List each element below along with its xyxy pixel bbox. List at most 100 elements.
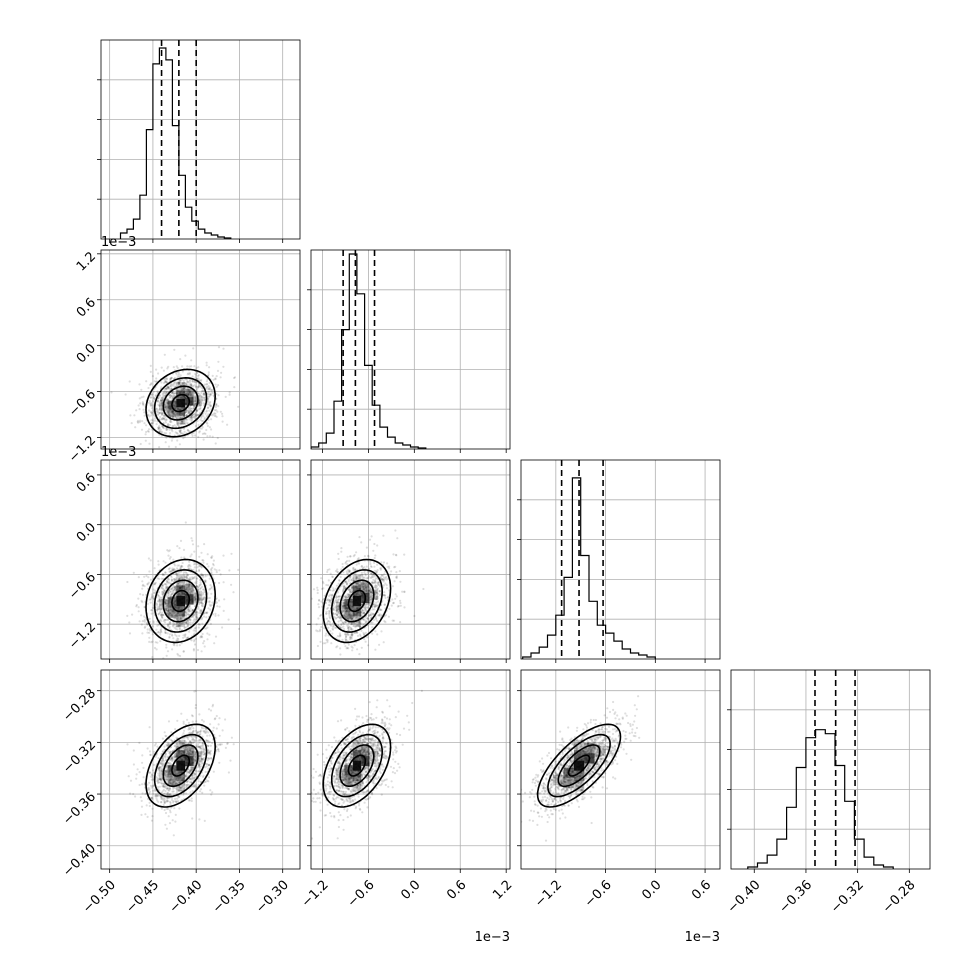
scatter-point — [345, 615, 348, 618]
scatter-point — [208, 600, 211, 603]
scatter-point — [341, 565, 344, 569]
scatter-point — [150, 612, 153, 615]
scatter-point — [222, 365, 225, 368]
scatter-point — [377, 614, 380, 617]
scatter-point — [205, 611, 208, 614]
scatter-point — [174, 586, 177, 589]
scatter-point — [161, 613, 164, 617]
scatter-point — [168, 633, 171, 636]
scatter-point — [139, 442, 142, 446]
scatter-point — [330, 594, 333, 597]
scatter-point — [194, 411, 197, 414]
scatter-point — [199, 587, 202, 590]
scatter-point — [188, 578, 191, 581]
scatter-point — [163, 801, 166, 805]
scatter-point — [148, 771, 151, 774]
scatter-point — [363, 588, 366, 591]
scatter-point — [166, 618, 170, 622]
scatter-point — [379, 608, 382, 611]
scatter-point — [214, 378, 217, 381]
scatter-point — [157, 800, 160, 804]
scatter-point — [371, 613, 374, 616]
scatter-point — [374, 580, 377, 584]
scatter-point — [192, 785, 195, 788]
scatter-point — [217, 750, 220, 753]
scatter-point — [331, 627, 334, 630]
scatter-point — [171, 410, 174, 413]
scatter-point — [172, 637, 175, 640]
scatter-point — [202, 729, 205, 733]
scatter-point — [347, 580, 350, 583]
scatter-point — [349, 613, 352, 616]
scatter-point — [371, 573, 374, 576]
scatter-point — [393, 566, 396, 569]
scatter-point — [380, 574, 383, 578]
scatter-point — [334, 605, 337, 608]
scatter-point — [164, 586, 167, 589]
scatter-point — [204, 579, 207, 582]
scatter-point — [355, 631, 358, 634]
scatter-point — [348, 569, 351, 572]
scatter-point — [164, 608, 167, 612]
scatter-point — [374, 589, 377, 592]
scatter-point — [160, 407, 163, 410]
scatter-point — [176, 366, 179, 370]
scatter-point — [360, 622, 363, 625]
scatter-point — [188, 731, 192, 734]
scatter-point — [345, 596, 348, 599]
scatter-point — [372, 618, 376, 621]
scatter-point — [197, 623, 201, 626]
scatter-point — [165, 608, 168, 612]
scatter-point — [364, 604, 367, 607]
scatter-point — [170, 408, 173, 411]
scatter-point — [187, 388, 190, 391]
scatter-point — [194, 597, 197, 601]
scatter-point — [173, 807, 176, 810]
scatter-point — [180, 432, 183, 435]
scatter-point — [395, 595, 398, 598]
scatter-point — [208, 381, 211, 384]
scatter-point — [155, 608, 158, 611]
scatter-point — [328, 615, 331, 619]
scatter-point — [332, 606, 335, 610]
scatter-point — [200, 573, 203, 577]
scatter-point — [371, 575, 374, 578]
scatter-point — [361, 582, 364, 586]
scatter-point — [143, 620, 146, 623]
scatter-point — [380, 630, 383, 633]
scatter-point — [165, 609, 168, 612]
scatter-point — [327, 603, 330, 607]
scatter-point — [199, 404, 202, 407]
scatter-point — [167, 386, 170, 389]
scatter-point — [189, 749, 192, 752]
scatter-point — [169, 781, 172, 784]
scatter-point — [338, 635, 341, 638]
scatter-point — [201, 396, 204, 399]
scatter-point — [173, 617, 176, 620]
scatter-point — [171, 610, 174, 614]
scatter-point — [146, 631, 149, 634]
scatter-point — [174, 380, 177, 384]
scatter-point — [176, 376, 179, 379]
scatter-point — [212, 394, 215, 397]
scatter-point — [178, 644, 181, 647]
scatter-point — [383, 603, 386, 606]
scatter-point — [168, 620, 171, 624]
scatter-point — [337, 610, 340, 613]
scatter-point — [322, 642, 325, 645]
scatter-point — [168, 557, 171, 560]
scatter-point — [185, 383, 188, 387]
scatter-point — [149, 396, 152, 399]
scatter-point — [208, 366, 211, 369]
scatter-point — [199, 564, 202, 568]
scatter-point — [149, 559, 152, 562]
scatter-point — [377, 583, 380, 586]
scatter-point — [190, 365, 193, 368]
scatter-point — [198, 564, 201, 567]
scatter-point — [194, 772, 197, 775]
scatter-point — [188, 372, 191, 375]
scatter-point — [157, 612, 160, 616]
scatter-point — [206, 383, 209, 386]
scatter-point — [191, 391, 194, 394]
scatter-point — [188, 416, 191, 419]
